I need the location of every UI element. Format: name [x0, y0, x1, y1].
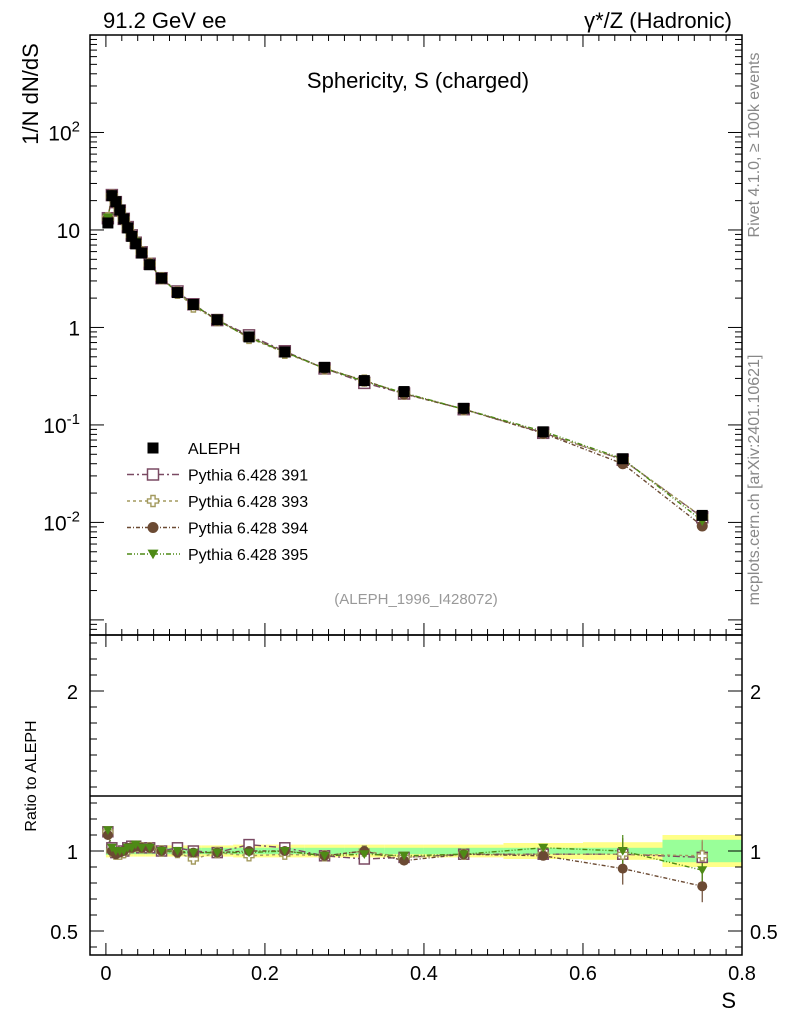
main-point-aleph	[696, 509, 708, 521]
ratio-point-p395	[697, 866, 708, 875]
main-y-tick-label: 10-2	[43, 508, 80, 535]
main-point-aleph	[171, 287, 183, 299]
main-point-aleph	[398, 386, 410, 398]
ratio-point-p394	[399, 855, 410, 866]
main-point-aleph	[319, 361, 331, 373]
x-tick-label: 0.6	[569, 963, 597, 985]
main-point-aleph	[118, 213, 130, 225]
ratio-point-p395	[172, 847, 183, 856]
main-y-axis-label: 1/N dN/dS	[18, 43, 43, 145]
main-point-aleph	[187, 298, 199, 310]
legend-label-p395: Pythia 6.428 395	[188, 547, 308, 564]
ratio-point-p394	[617, 863, 628, 874]
ratio-point-p395	[212, 848, 223, 858]
ratio-point-p395	[617, 847, 628, 856]
ratio-point-p395	[538, 843, 549, 853]
x-tick-label: 0.4	[410, 963, 438, 985]
ratio-band-inner	[384, 847, 424, 855]
main-plot-panel: 10-2 10-1 1 10 102 Sphericity, S (charged) 1…	[18, 34, 743, 636]
ratio-series-lines	[107, 830, 703, 903]
ratio-point-p395	[399, 851, 410, 861]
rivet-version-label: Rivet 4.1.0, ≥ 100k events	[746, 53, 763, 238]
ratio-series-markers	[102, 826, 708, 892]
legend-marker-p395	[147, 549, 159, 560]
x-tick-label: 0.8	[728, 963, 756, 985]
ratio-point-p394	[697, 881, 708, 892]
ratio-y-tick-label-right: 0.5	[750, 922, 778, 944]
legend-label-p394: Pythia 6.428 394	[188, 521, 308, 538]
ratio-point-p395	[156, 847, 167, 856]
main-point-aleph	[130, 238, 142, 250]
main-point-aleph	[458, 402, 470, 414]
main-point-aleph	[211, 314, 223, 326]
main-point-aleph	[358, 375, 370, 387]
main-y-tick-label: 1	[68, 317, 80, 340]
legend-label-p393: Pythia 6.428 393	[188, 494, 308, 511]
ratio-y-axis-label: Ratio to ALEPH	[23, 720, 40, 831]
main-point-aleph	[102, 217, 114, 229]
ratio-plot-frame	[89, 634, 743, 956]
main-y-tick-label: 10	[57, 220, 80, 243]
x-tick-label: 0.2	[251, 963, 279, 985]
legend: ALEPH Pythia 6.428 391 Pythia 6.428 393 Pyt…	[127, 441, 308, 564]
ratio-point-p395	[188, 848, 199, 858]
main-point-aleph	[279, 346, 291, 358]
legend-label-aleph: ALEPH	[188, 441, 240, 458]
main-point-aleph	[122, 222, 134, 234]
main-point-aleph	[136, 247, 148, 259]
legend-marker-aleph	[147, 442, 159, 454]
ratio-point-p395	[458, 850, 469, 859]
ratio-y-tick-label-right: 2	[750, 682, 761, 704]
ratio-point-p394	[102, 830, 113, 840]
legend-marker-p391	[146, 468, 160, 481]
main-point-aleph	[243, 331, 255, 343]
mcplots-label: mcplots.cern.ch [arXiv:2401.10621]	[746, 355, 763, 606]
ratio-point-p395	[279, 847, 290, 856]
main-y-tick-label: 10-1	[43, 411, 80, 438]
main-point-aleph	[537, 426, 549, 438]
ratio-axis-ticks: 0 0.2 0.4 0.6 0.8 0.5 0.5 1 1 2 2	[50, 635, 778, 985]
main-point-aleph	[106, 190, 118, 202]
ratio-point-p395	[102, 826, 113, 835]
ratio-point-p393	[696, 850, 708, 862]
analysis-reference-label: (ALEPH_1996_I428072)	[334, 591, 497, 608]
main-point-aleph	[617, 453, 629, 465]
ratio-y-tick-label-right: 1	[750, 842, 761, 864]
main-point-aleph	[156, 272, 168, 284]
main-y-tick-label: 102	[48, 118, 80, 145]
ratio-y-tick-label: 0.5	[50, 922, 78, 944]
ratio-point-p395	[244, 848, 255, 858]
chart-title: Sphericity, S (charged)	[307, 68, 529, 93]
ratio-point-p395	[144, 843, 155, 853]
ratio-y-tick-label: 1	[67, 842, 78, 864]
main-point-aleph	[126, 230, 138, 242]
ratio-y-tick-label: 2	[67, 682, 78, 704]
main-point-aleph	[110, 196, 122, 208]
main-point-aleph	[114, 204, 126, 216]
x-axis-label: S	[721, 988, 736, 1013]
ratio-point-p395	[136, 843, 147, 853]
ratio-point-p395	[319, 851, 330, 861]
legend-label-p391: Pythia 6.428 391	[188, 468, 308, 485]
main-axis-ticks: 10-2 10-1 1 10 102	[43, 34, 743, 636]
legend-marker-p394	[147, 522, 159, 533]
header-process-label: γ*/Z (Hadronic)	[584, 8, 732, 33]
header-energy-label: 91.2 GeV ee	[103, 8, 227, 33]
main-series-markers	[101, 188, 709, 532]
ratio-point-p395	[359, 850, 370, 859]
x-tick-label: 0	[100, 963, 111, 985]
ratio-point-p394	[538, 850, 549, 861]
main-point-aleph	[144, 259, 156, 271]
ratio-plot-panel: 0 0.2 0.4 0.6 0.8 0.5 0.5 1 1 2 2 Ratio to ALEPH S	[23, 634, 778, 1013]
main-plot-frame	[89, 34, 743, 636]
legend-marker-p393	[146, 494, 160, 508]
ratio-point-p395	[130, 840, 141, 850]
